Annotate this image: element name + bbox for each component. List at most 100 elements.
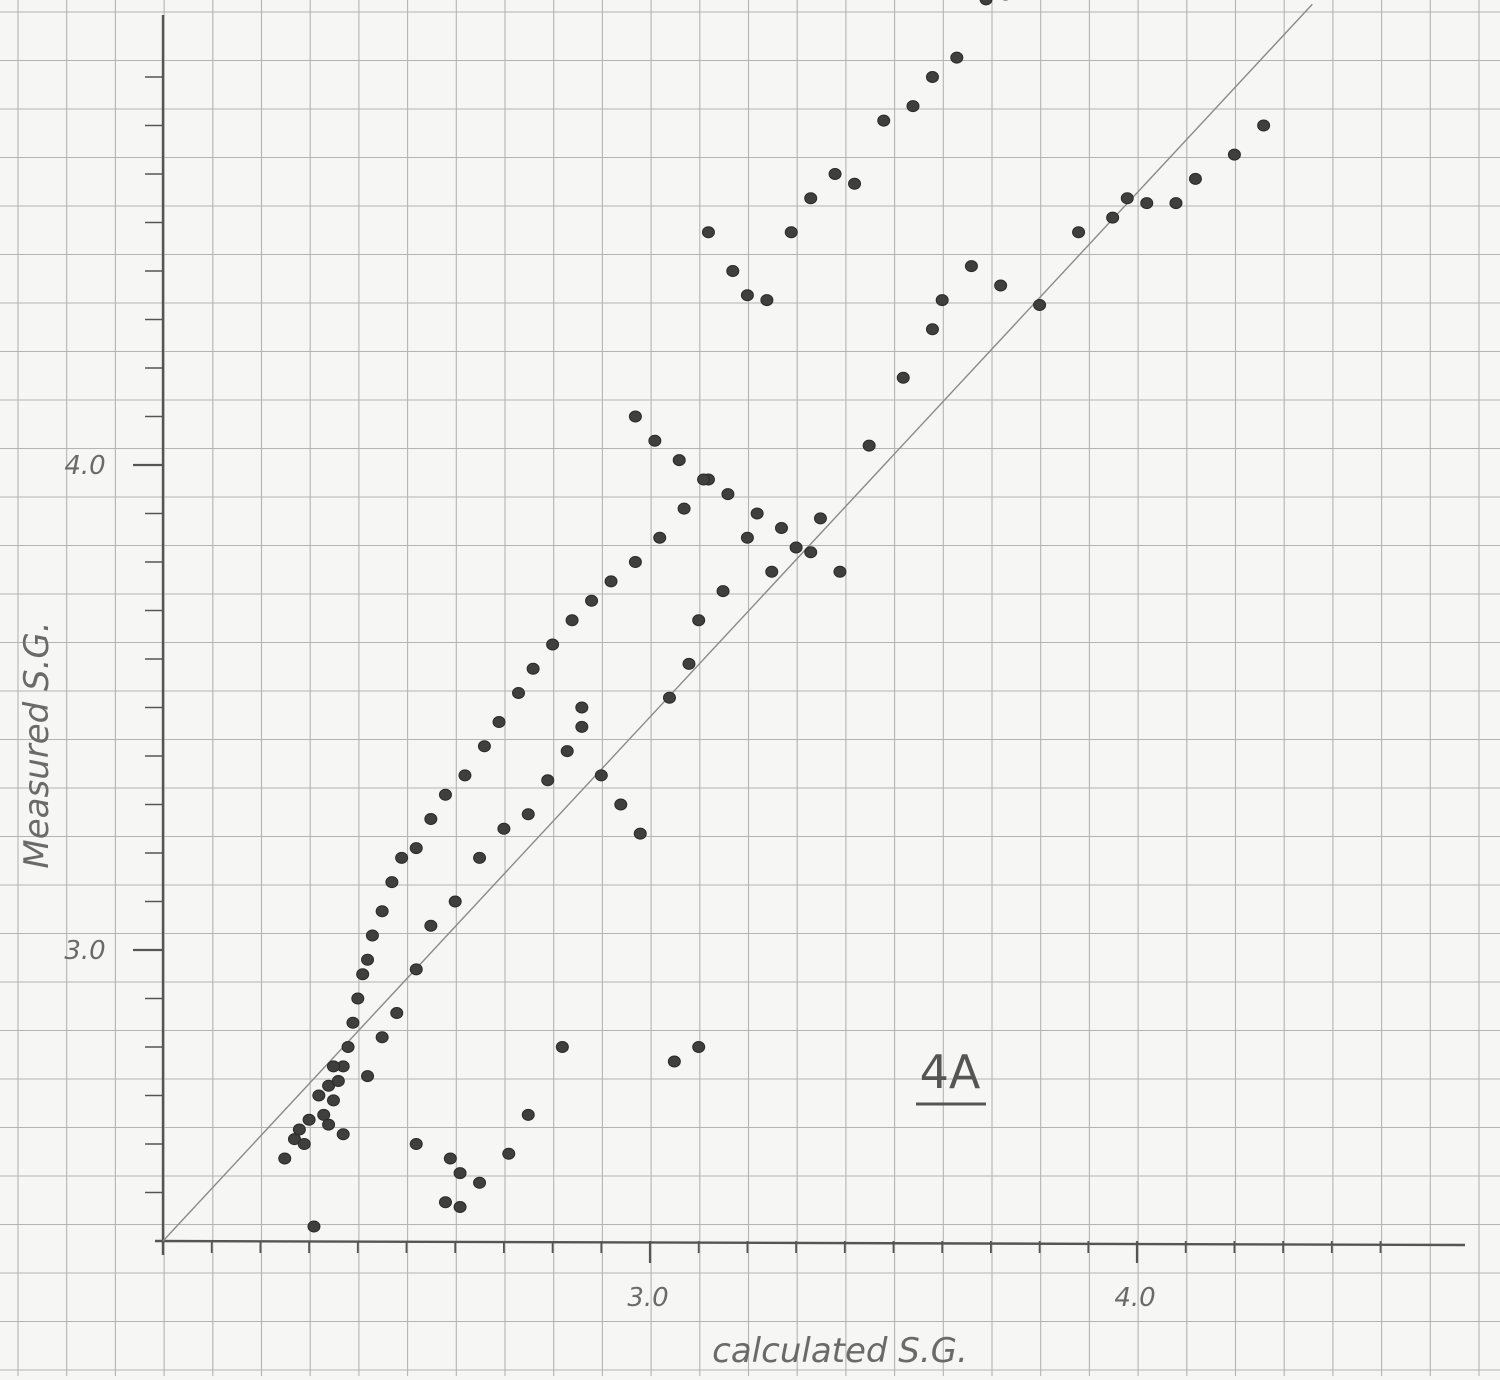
data-point (293, 1124, 305, 1135)
data-point (698, 474, 710, 485)
data-point (741, 290, 753, 301)
data-point (965, 261, 977, 272)
x-tick-label: 3.0 (627, 1283, 668, 1313)
data-point (936, 295, 948, 306)
data-point (668, 1056, 680, 1067)
x-axis-line (155, 1241, 1465, 1245)
data-point (386, 877, 398, 888)
data-point (449, 896, 461, 907)
data-point (775, 523, 787, 534)
data-point (410, 964, 422, 975)
data-point (693, 1042, 705, 1053)
data-point (663, 692, 675, 703)
data-point (1141, 198, 1153, 209)
data-point (576, 721, 588, 732)
data-point (702, 227, 714, 238)
data-point (785, 227, 797, 238)
data-point (498, 823, 510, 834)
data-point (1121, 193, 1133, 204)
data-point (693, 615, 705, 626)
data-point (566, 615, 578, 626)
data-point (366, 930, 378, 941)
data-point (542, 775, 554, 786)
data-point (444, 1153, 456, 1164)
data-point (396, 852, 408, 863)
data-point (615, 799, 627, 810)
y-tick-label: 3.0 (64, 936, 105, 966)
data-point (410, 843, 422, 854)
data-point (814, 513, 826, 524)
data-point (376, 1032, 388, 1043)
data-point (926, 324, 938, 335)
data-point (649, 435, 661, 446)
data-point (995, 280, 1007, 291)
data-point (1170, 198, 1182, 209)
data-point (425, 920, 437, 931)
x-tick-label: 4.0 (1114, 1283, 1155, 1313)
data-point (761, 295, 773, 306)
data-point (454, 1202, 466, 1213)
data-point (556, 1042, 568, 1053)
data-point (634, 828, 646, 839)
data-point (439, 789, 451, 800)
data-point (829, 169, 841, 180)
data-point (834, 566, 846, 577)
data-point (503, 1148, 515, 1159)
data-point (727, 266, 739, 277)
data-point (478, 741, 490, 752)
data-point (342, 1042, 354, 1053)
data-point (362, 1071, 374, 1082)
reference-line (163, 4, 1312, 1241)
data-point (459, 770, 471, 781)
panel-label: 4A (920, 1045, 981, 1099)
data-point (474, 852, 486, 863)
data-point (595, 770, 607, 781)
data-point (347, 1017, 359, 1028)
data-point (298, 1139, 310, 1150)
data-point (561, 746, 573, 757)
data-point (1107, 212, 1119, 223)
data-point (980, 0, 992, 5)
data-point (629, 411, 641, 422)
data-point (1034, 299, 1046, 310)
data-point (337, 1129, 349, 1140)
data-point (741, 532, 753, 543)
x-axis-label: calculated S.G. (712, 1331, 968, 1371)
data-point (522, 1109, 534, 1120)
data-point (805, 547, 817, 558)
data-point (547, 639, 559, 650)
data-point (327, 1095, 339, 1106)
data-point (678, 503, 690, 514)
data-point (313, 1090, 325, 1101)
data-point (454, 1168, 466, 1179)
data-point (279, 1153, 291, 1164)
data-point (1258, 120, 1270, 131)
data-point (439, 1197, 451, 1208)
data-point (849, 178, 861, 189)
data-point (766, 566, 778, 577)
data-point (1189, 173, 1201, 184)
data-point (751, 508, 763, 519)
data-point (493, 717, 505, 728)
data-point (376, 906, 388, 917)
data-point (513, 687, 525, 698)
data-point (527, 663, 539, 674)
data-point (303, 1114, 315, 1125)
data-point (474, 1177, 486, 1188)
data-point (308, 1221, 320, 1232)
data-points (279, 0, 1270, 1232)
data-point (673, 455, 685, 466)
data-point (878, 115, 890, 126)
data-point (717, 586, 729, 597)
data-point (323, 1119, 335, 1130)
data-point (332, 1075, 344, 1086)
data-point (391, 1008, 403, 1019)
data-point (586, 595, 598, 606)
data-point (362, 954, 374, 965)
data-point (1228, 149, 1240, 160)
data-point (683, 658, 695, 669)
data-point (926, 72, 938, 83)
